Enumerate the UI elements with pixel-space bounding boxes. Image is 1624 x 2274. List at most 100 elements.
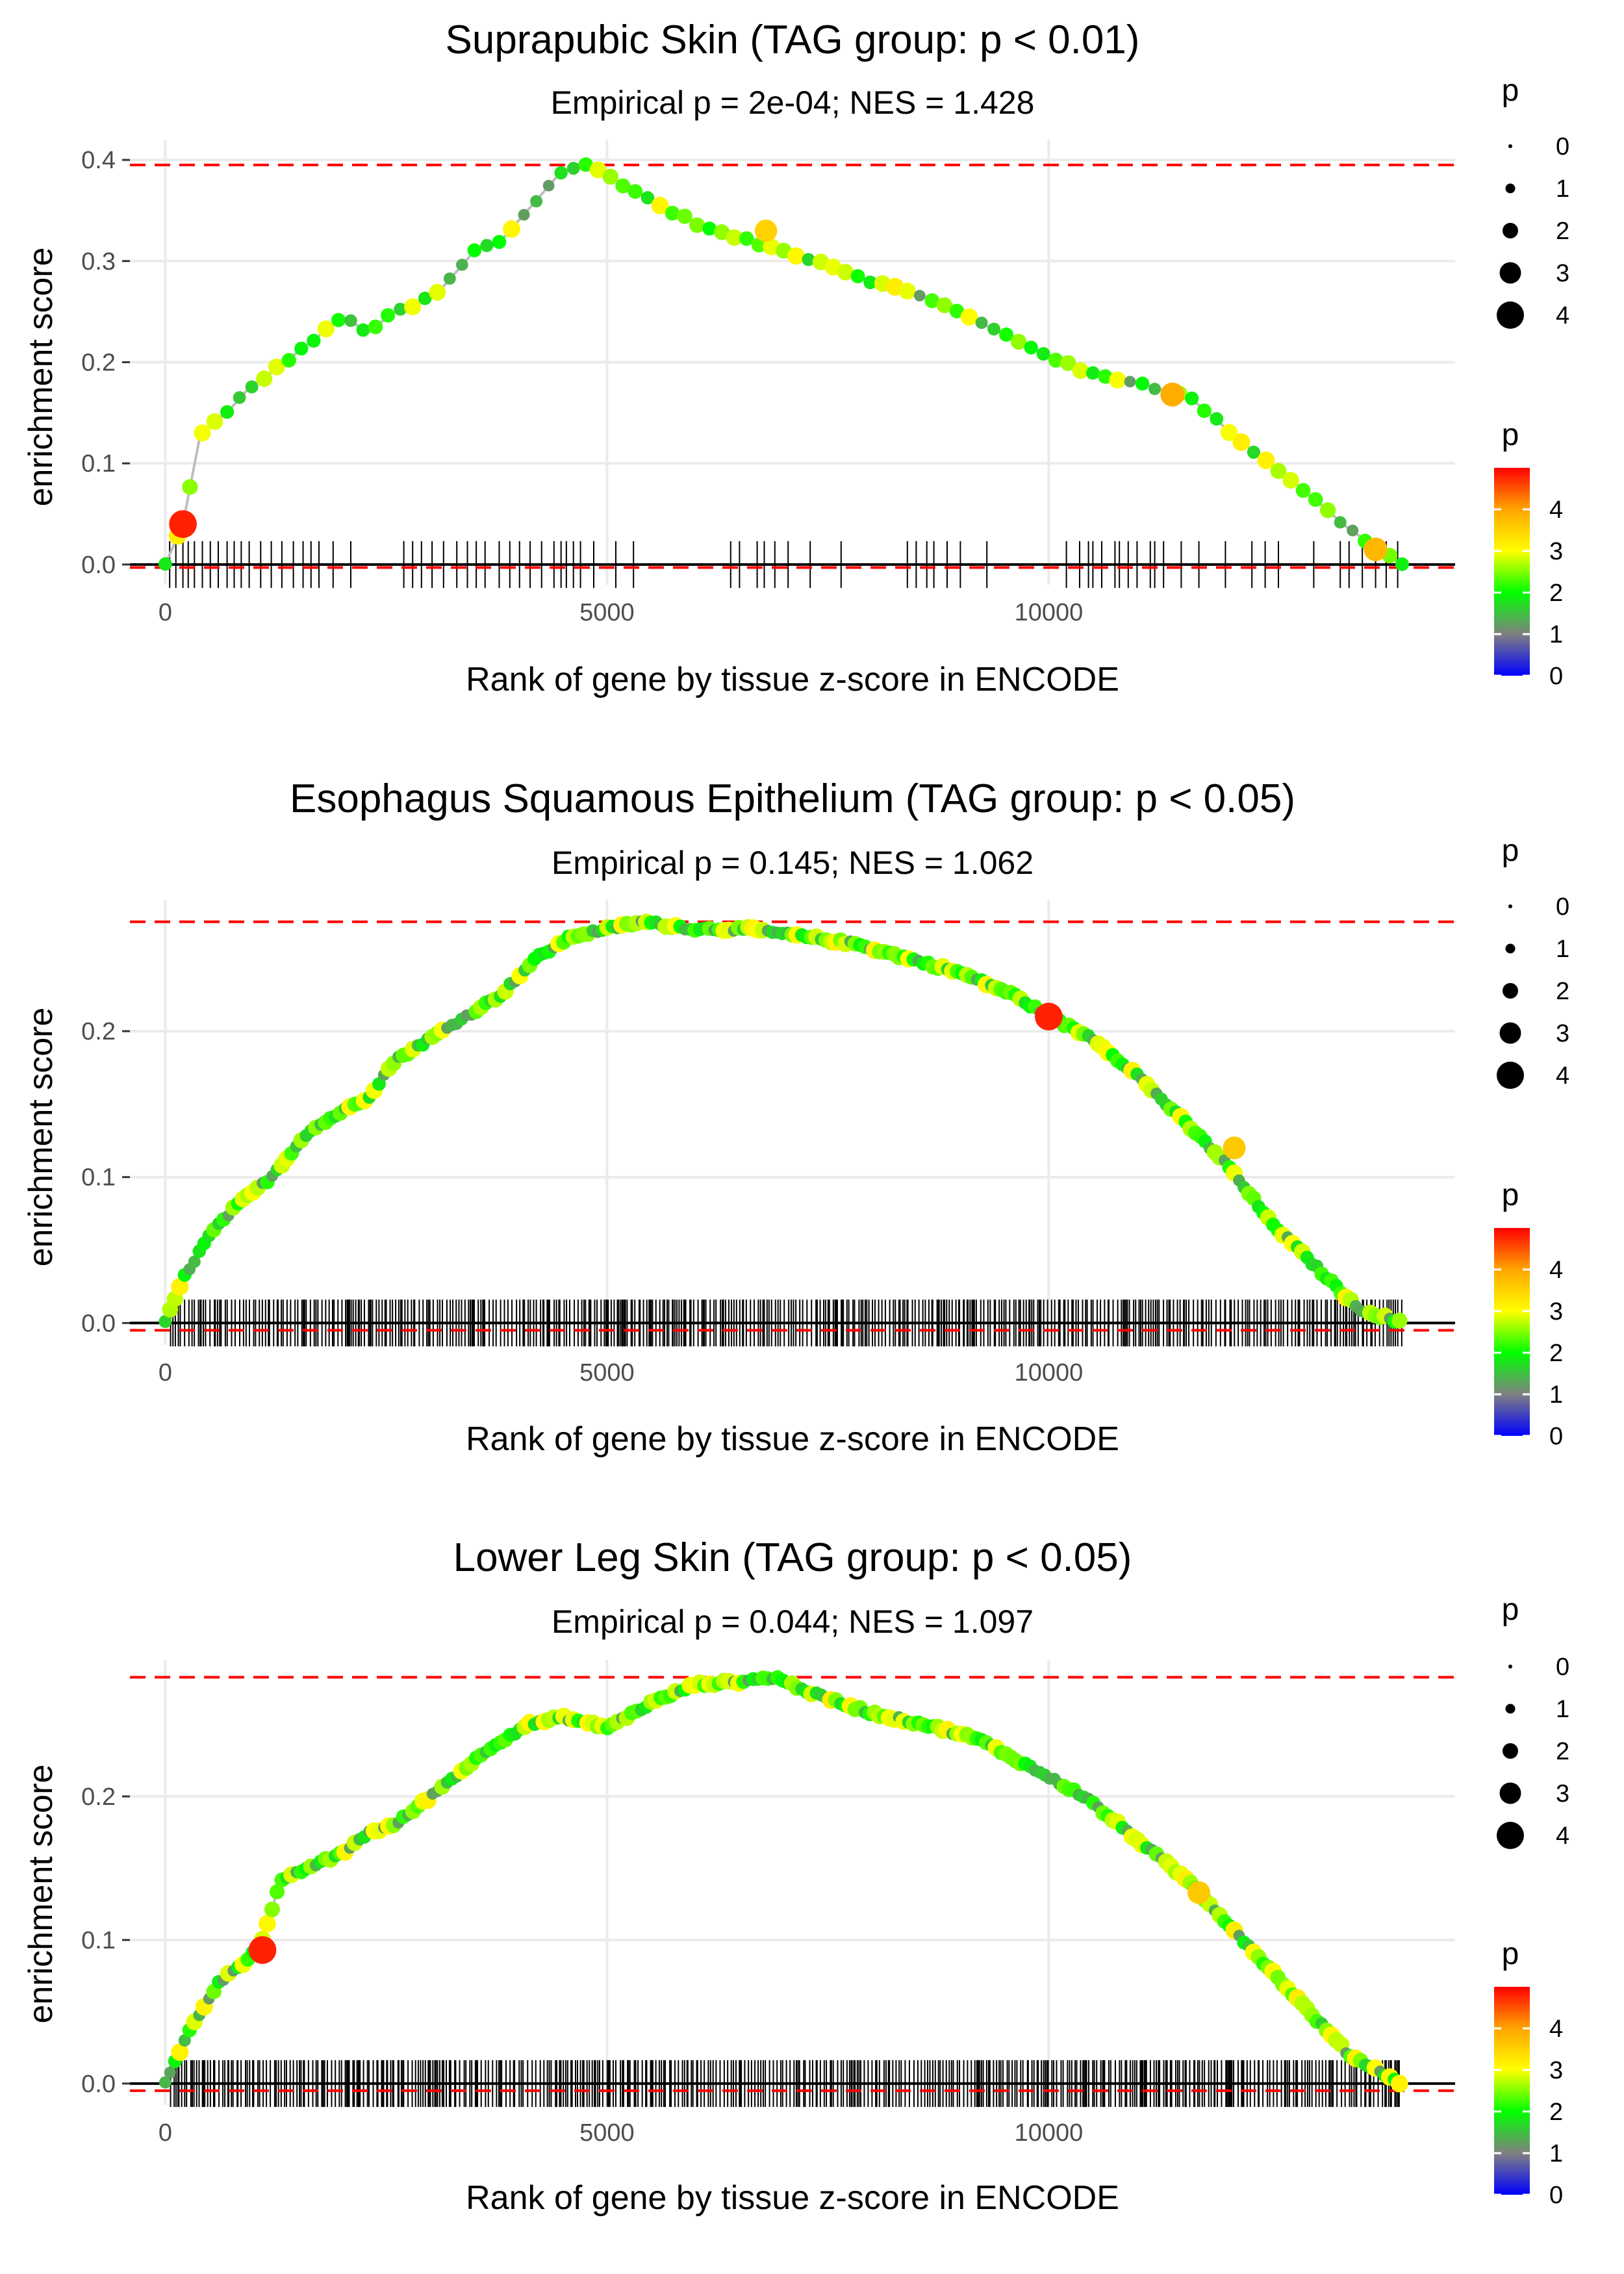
size-legend-dot: [1503, 223, 1518, 238]
size-legend-label: 2: [1556, 218, 1569, 245]
enrichment-point-highlight: [1035, 1003, 1063, 1031]
size-legend-dot: [1497, 301, 1524, 329]
enrichment-point: [1395, 557, 1409, 571]
enrichment-point-highlight: [1187, 1881, 1211, 1904]
enrichment-point: [233, 391, 246, 404]
enrichment-point-highlight: [755, 219, 778, 242]
plot-area: 0.0 0.1 0.2 0 5000 10000: [81, 900, 1455, 1386]
enrichment-point: [429, 283, 446, 301]
size-legend-dot: [1499, 1782, 1521, 1804]
enrichment-point: [178, 2034, 191, 2047]
enrichment-point: [182, 479, 198, 495]
enrichment-point: [566, 162, 580, 175]
plot-area: 0.0 0.1 0.2 0 5000 10000: [81, 1660, 1455, 2147]
enrichment-point: [259, 1915, 276, 1933]
gene-rug: [170, 2060, 1400, 2107]
enrichment-point: [542, 179, 555, 192]
enrichment-point-highlight: [248, 1935, 277, 1964]
x-axis-title: Rank of gene by tissue z-score in ENCODE: [466, 2179, 1119, 2217]
panel-esophagus-squamous-epithelium: Esophagus Squamous Epithelium (TAG group…: [22, 776, 1569, 1458]
size-legend-dot: [1503, 1743, 1518, 1759]
enrichment-point: [188, 1255, 201, 1268]
enrichment-point: [1247, 445, 1260, 459]
size-legend-label: 0: [1556, 133, 1569, 160]
enrichment-point-highlight: [1364, 537, 1388, 561]
enrichment-point: [975, 316, 988, 329]
enrichment-point: [268, 358, 285, 376]
enrichment-point: [492, 235, 507, 249]
panel-lower-leg-skin: Lower Leg Skin (TAG group: p < 0.05) Emp…: [22, 1535, 1569, 2217]
enrichment-point: [578, 157, 593, 172]
enrichment-point: [1048, 352, 1063, 368]
enrichment-point: [689, 217, 705, 233]
enrichment-line: [164, 920, 1403, 1325]
enrichment-point: [245, 380, 259, 394]
enrichment-point: [171, 2043, 189, 2062]
color-legend-label: 1: [1549, 1381, 1563, 1409]
enrichment-point: [518, 209, 530, 221]
y-axis-title: enrichment score: [22, 1765, 60, 2024]
enrichment-point: [307, 333, 321, 348]
enrichment-point: [1024, 340, 1038, 355]
enrichment-point: [714, 224, 730, 240]
enrichment-point: [651, 196, 669, 214]
enrichment-point: [1282, 472, 1299, 489]
size-legend: 0 1 2 3 4: [1497, 1654, 1569, 1850]
enrichment-point: [850, 269, 865, 284]
y-axis-title: enrichment score: [22, 248, 60, 507]
enrichment-point: [628, 184, 643, 199]
panel-subtitle: Empirical p = 0.145; NES = 1.062: [552, 845, 1034, 881]
size-legend-label: 4: [1556, 1822, 1569, 1850]
enrichment-point: [1220, 424, 1237, 441]
enrichment-point: [206, 413, 223, 430]
x-tick-label: 5000: [579, 599, 635, 626]
size-legend: 0 1 2 3 4: [1497, 133, 1569, 329]
y-tick-label: 0.0: [81, 2071, 116, 2098]
enrichment-point: [960, 308, 978, 326]
x-tick-label: 0: [159, 599, 172, 626]
enrichment-point: [726, 229, 742, 246]
enrichment-point: [159, 1314, 172, 1328]
y-tick-label: 0.2: [81, 350, 116, 377]
size-legend-label: 1: [1556, 936, 1569, 963]
enrichment-point: [924, 293, 940, 309]
size-legend-label: 4: [1556, 302, 1569, 329]
enrichment-points: [159, 157, 1409, 571]
color-legend: 0 1 2 3 4: [1494, 1228, 1563, 1450]
enrichment-points: [159, 913, 1408, 1329]
enrichment-point: [394, 302, 407, 316]
x-tick-label: 0: [159, 2119, 172, 2147]
x-tick-label: 10000: [1015, 2119, 1084, 2147]
color-legend: 0 1 2 3 4: [1494, 1987, 1563, 2209]
enrichment-point: [802, 253, 815, 266]
enrichment-point: [164, 2066, 176, 2078]
color-legend-label: 4: [1549, 496, 1563, 524]
enrichment-point: [913, 290, 926, 301]
enrichment-point: [602, 168, 619, 185]
enrichment-point: [530, 195, 543, 208]
x-tick-label: 0: [159, 1359, 172, 1386]
enrichment-line: [164, 163, 1403, 566]
size-legend-title: p: [1502, 834, 1519, 868]
enrichment-point: [281, 353, 296, 368]
color-legend-label: 4: [1549, 1257, 1563, 1284]
plot-area: 0.0 0.1 0.2 0.3 0.4 0 5000 10000: [81, 140, 1455, 626]
enrichment-point: [317, 320, 335, 338]
enrichment-point-highlight: [1223, 1136, 1246, 1160]
enrichment-point: [1319, 502, 1336, 518]
enrichment-point: [1210, 412, 1224, 426]
size-legend-dot: [1508, 144, 1512, 148]
y-tick-label: 0.1: [81, 1164, 116, 1192]
enrichment-point: [1098, 369, 1113, 384]
enrichment-point: [1308, 492, 1323, 507]
color-legend-title: p: [1502, 1937, 1519, 1971]
color-legend-bar: [1494, 468, 1530, 676]
size-legend-label: 3: [1556, 1020, 1569, 1047]
enrichment-point: [294, 341, 309, 356]
x-tick-label: 5000: [579, 1359, 635, 1386]
size-legend-label: 2: [1556, 1738, 1569, 1765]
size-legend-label: 1: [1556, 175, 1569, 203]
size-legend-label: 3: [1556, 1780, 1569, 1808]
size-legend-dot: [1497, 1062, 1524, 1089]
enrichment-point: [1232, 433, 1250, 452]
